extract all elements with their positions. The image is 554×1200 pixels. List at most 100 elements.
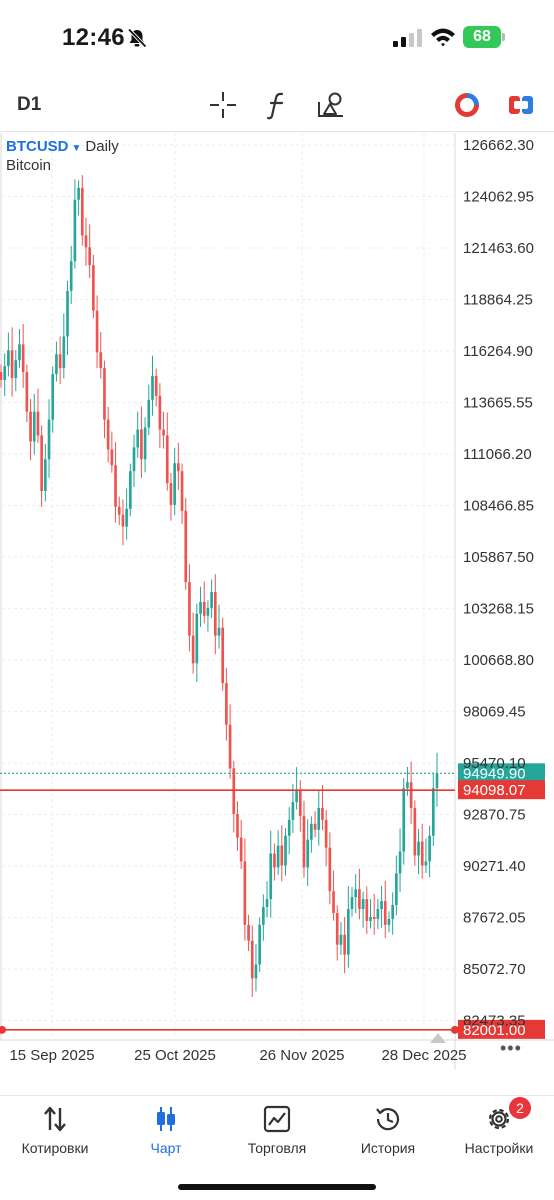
candle [420,823,424,879]
candle [180,463,184,524]
candle [365,886,369,934]
candle [383,880,387,938]
candle [154,368,158,407]
timeframe-label: Daily [85,138,119,155]
more-options-icon[interactable]: ••• [500,1038,522,1058]
candle [265,881,269,918]
candle [361,891,365,928]
candle [431,772,435,847]
tab-chart[interactable]: Чарт [111,1096,221,1166]
price-tick-label: 100668.80 [463,652,534,669]
candle [10,327,14,397]
candle [188,564,191,652]
candle [0,364,3,388]
candle [328,832,332,905]
tab-quotes[interactable]: Котировки [0,1096,110,1166]
battery-level: 68 [463,26,501,48]
bid-price-tag [458,763,545,783]
candle [114,442,117,523]
scroll-end-icon [430,1033,446,1043]
level-handle-right [451,1025,459,1034]
chart-color-icon[interactable] [452,90,482,120]
candle [25,364,29,423]
candle [162,411,165,449]
price-tick-label: 95470.10 [463,755,526,772]
candle [169,472,173,521]
price-tick-label: 90271.40 [463,858,526,875]
symbol-header[interactable]: BTCUSD ▼ Daily [6,138,119,155]
trade-toggle-icon[interactable] [506,90,536,120]
candle [228,704,232,779]
candle [184,498,188,590]
candle [247,914,250,952]
candle [339,922,343,955]
candle [136,411,140,458]
price-tick-label: 111066.20 [463,446,532,463]
candle [280,825,284,882]
candle [376,898,380,930]
candle [125,488,128,540]
candle [55,341,58,382]
candle [206,600,210,632]
price-tick-label: 124062.95 [463,189,534,206]
candle [40,425,43,507]
level-price-label: 94098.07 [463,782,526,799]
candle [210,579,213,619]
candle [32,393,36,455]
candle [243,838,247,941]
tab-trade[interactable]: Торговля [222,1096,332,1166]
candle [158,383,162,449]
crosshair-icon[interactable] [208,90,238,120]
candle [354,873,358,913]
candle [80,175,84,246]
candle [391,892,394,935]
candle [213,574,217,655]
price-tick-label: 82473.35 [463,1013,526,1030]
trade-chart-icon [263,1105,291,1133]
cellular-signal-icon [393,29,422,47]
date-tick-label: 26 Nov 2025 [259,1047,344,1064]
candle [191,612,195,674]
candle [284,828,287,876]
chart-area[interactable]: 94949.90 94098.07 82001.00 126662.30 124062… [0,133,554,1070]
drawing-tools-icon[interactable] [316,90,346,120]
date-tick-label: 15 Sep 2025 [9,1047,94,1064]
price-tick-label: 92870.75 [463,807,526,824]
candle [3,353,7,396]
candlestick-icon [157,1107,175,1131]
level-price-tag [458,1019,545,1039]
date-tick-label: 25 Oct 2025 [134,1047,216,1064]
timeframe-button[interactable]: D1 [17,94,42,115]
candle [276,830,280,875]
notification-badge: 2 [509,1097,531,1119]
candle [7,332,10,377]
candle [398,828,402,892]
candle [14,350,18,392]
candle [29,399,32,461]
candle [151,355,154,416]
candle [128,463,132,517]
tab-label: Настройки [464,1140,534,1156]
tab-settings[interactable]: Настройки [444,1096,554,1166]
wifi-icon [431,28,455,47]
candle [428,825,431,878]
candle [99,331,103,379]
tab-history[interactable]: История [333,1096,443,1166]
candle [402,778,406,865]
price-tick-label: 87672.05 [463,910,526,927]
price-tick-label: 126662.30 [463,137,534,154]
symbol-name[interactable]: BTCUSD [6,138,69,155]
candle [321,784,324,831]
candle [287,807,291,855]
indicator-f-icon[interactable] [262,90,292,120]
candle [350,887,354,917]
quotes-arrows-icon [44,1106,66,1132]
candle [250,925,254,997]
chart-toolbar: D1 [0,78,554,132]
candle [173,447,176,516]
level-price-tag [458,780,545,800]
symbol-caret-icon[interactable]: ▼ [71,143,82,154]
candle [424,838,428,873]
candle [395,855,398,916]
